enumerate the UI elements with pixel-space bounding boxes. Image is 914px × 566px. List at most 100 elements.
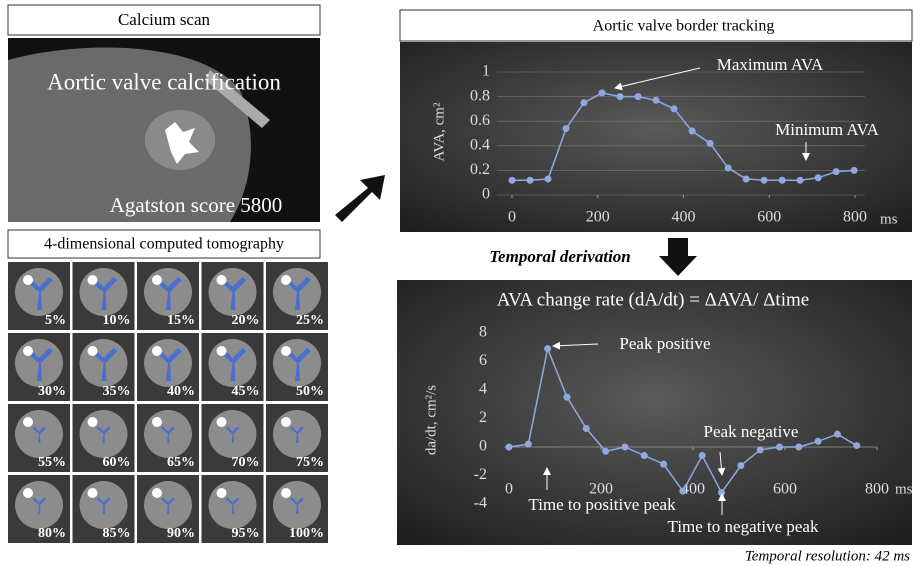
ct-label: 85% <box>103 526 131 541</box>
ct-calcium <box>23 417 33 427</box>
y-tick-label: 0.4 <box>470 136 490 153</box>
left-panels: Calcium scan Aortic valve calcification … <box>7 4 385 259</box>
data-point <box>660 460 668 468</box>
ct-valve-area <box>225 497 240 514</box>
x-tick-label: 200 <box>586 209 610 226</box>
ct-label: 45% <box>232 384 260 399</box>
y-tick-label: 0.8 <box>470 87 490 104</box>
ct-label: 75% <box>296 455 324 470</box>
calcium-overlay: Aortic valve calcification <box>47 69 281 94</box>
x-tick-label: 200 <box>589 481 613 498</box>
y-tick-label: -4 <box>474 495 487 512</box>
ct-valve-area <box>290 426 304 443</box>
y-tick-label: 0.2 <box>470 161 490 178</box>
data-point <box>544 345 552 353</box>
data-point <box>562 125 570 133</box>
data-point <box>505 443 513 451</box>
ct-valve-area <box>25 277 53 310</box>
ct-label: 65% <box>167 455 195 470</box>
ct-valve-area <box>32 426 46 443</box>
ct-calcium <box>23 488 33 498</box>
data-point <box>850 166 858 174</box>
data-point <box>563 393 571 401</box>
catheter <box>205 70 270 128</box>
y-axis-label: AVA, cm² <box>431 102 447 161</box>
header-box <box>399 9 913 42</box>
ct-valve-area <box>290 497 304 514</box>
ct-valve-area <box>25 348 53 381</box>
y-tick-label: 2 <box>479 409 487 426</box>
resolution-note: Temporal resolution: 42 ms <box>745 548 910 564</box>
y-tick-label: -2 <box>474 466 487 483</box>
ct-calcium <box>152 346 162 356</box>
ct-valve-area <box>32 497 46 514</box>
data-point <box>706 139 714 147</box>
heart-shape <box>8 47 251 222</box>
ct-valve-area <box>89 277 118 310</box>
ct-label: 5% <box>45 313 66 328</box>
ct-valve-area <box>283 277 311 310</box>
data-point <box>580 99 588 107</box>
annotation: Time to negative peak <box>668 517 819 536</box>
data-point <box>634 93 642 101</box>
ct-calcium <box>152 417 162 427</box>
data-point <box>724 164 732 172</box>
y-tick-label: 6 <box>479 352 487 369</box>
ct-label: 90% <box>167 526 195 541</box>
ct-calcium <box>23 275 33 285</box>
data-point <box>526 176 534 184</box>
y-tick-label: 0 <box>479 438 487 455</box>
ct-label: 40% <box>167 384 195 399</box>
header-box <box>7 4 321 36</box>
ct-calcium <box>281 488 291 498</box>
ct-calcium <box>152 275 162 285</box>
derivation-label: Temporal derivation <box>489 247 631 266</box>
ct-label: 95% <box>232 526 260 541</box>
data-point <box>621 443 629 451</box>
chart: 0 0.2 0.4 0.6 0.8 1 0 200 400 600 800 Aortic valve … <box>431 18 897 228</box>
data-point <box>508 176 516 184</box>
ct-label: 60% <box>103 455 131 470</box>
data-point <box>756 446 764 454</box>
data-point <box>853 442 861 450</box>
annotation: Peak negative <box>704 422 799 441</box>
ct-calcium <box>281 346 291 356</box>
data-point <box>679 487 687 495</box>
y-tick-label: 4 <box>479 381 487 398</box>
ct-label: 25% <box>296 313 324 328</box>
ct-calcium <box>152 488 162 498</box>
data-point <box>796 176 804 184</box>
data-point <box>833 430 841 438</box>
data-point <box>544 175 552 183</box>
data-point <box>652 96 660 104</box>
x-tick-label: 0 <box>505 481 513 498</box>
ct-valve-area <box>218 277 247 310</box>
annotation: Time to positive peak <box>528 495 676 514</box>
ct-calcium <box>87 488 98 498</box>
x-axis-label: ms <box>880 211 898 227</box>
chart-title: AVA change rate (dA/dt) = ΔAVA/ Δtime <box>497 289 809 310</box>
ct-header: 4-dimensional computed tomography <box>44 236 284 253</box>
data-point <box>602 447 610 455</box>
data-point <box>524 440 532 448</box>
y-tick-label: 8 <box>479 324 487 341</box>
ct-calcium <box>216 488 227 498</box>
ct-valve-area <box>154 348 182 381</box>
data-point <box>640 452 648 460</box>
data-point <box>814 437 822 445</box>
ct-calcium <box>23 346 33 356</box>
data-point <box>670 105 678 113</box>
agatston-score: Agatston score 5800 <box>110 193 283 217</box>
annotation-arrow <box>552 341 599 350</box>
ct-calcium <box>281 275 291 285</box>
x-tick-label: 0 <box>508 209 516 226</box>
ct-valve-area <box>96 497 111 514</box>
ct-calcium <box>87 417 98 427</box>
x-tick-label: 600 <box>773 481 797 498</box>
arrow <box>659 238 697 276</box>
data-point <box>814 174 822 182</box>
ct-label: 80% <box>38 526 66 541</box>
x-tick-label: 800 <box>865 481 889 498</box>
ct-calcium <box>216 346 227 356</box>
